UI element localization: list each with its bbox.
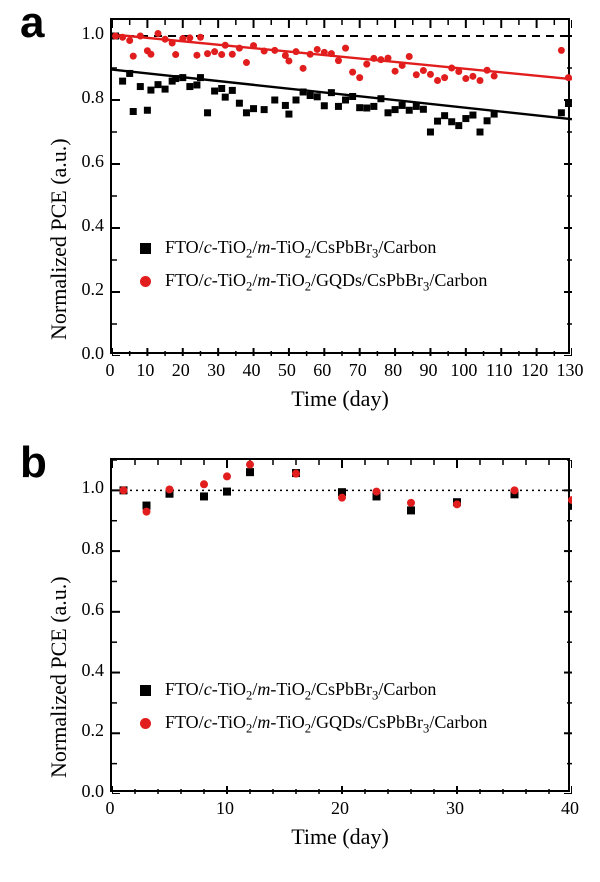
y-tick-label: 0.4 bbox=[64, 215, 104, 236]
x-tick-label: 30 bbox=[446, 798, 464, 819]
panel-a: a Normalized PCE (a.u.) 0.00.20.40.60.81… bbox=[20, 0, 580, 440]
x-tick-label: 40 bbox=[243, 360, 261, 381]
circle-marker-icon bbox=[140, 718, 151, 729]
panel-a-plotarea bbox=[110, 18, 570, 354]
y-tick-label: 1.0 bbox=[64, 23, 104, 44]
y-tick-label: 0.4 bbox=[64, 660, 104, 681]
x-tick-label: 0 bbox=[106, 360, 115, 381]
panel-b: b Normalized PCE (a.u.) 0.00.20.40.60.81… bbox=[20, 442, 580, 878]
y-tick-label: 0.0 bbox=[64, 343, 104, 364]
legend-label: FTO/c-TiO2/m-TiO2/CsPbBr3/Carbon bbox=[165, 676, 436, 705]
legend-row: FTO/c-TiO2/m-TiO2/GQDs/CsPbBr3/Carbon bbox=[140, 267, 487, 296]
y-tick-label: 0.2 bbox=[64, 279, 104, 300]
panel-b-plotarea bbox=[110, 458, 570, 792]
x-tick-label: 60 bbox=[313, 360, 331, 381]
x-tick-label: 10 bbox=[216, 798, 234, 819]
x-tick-label: 110 bbox=[486, 360, 512, 381]
y-tick-label: 0.6 bbox=[64, 151, 104, 172]
x-tick-label: 10 bbox=[136, 360, 154, 381]
x-tick-label: 20 bbox=[172, 360, 190, 381]
y-tick-label: 1.0 bbox=[64, 477, 104, 498]
panel-b-letter: b bbox=[20, 438, 47, 488]
square-marker-icon bbox=[140, 685, 151, 696]
y-tick-label: 0.2 bbox=[64, 720, 104, 741]
x-tick-label: 80 bbox=[384, 360, 402, 381]
x-tick-label: 30 bbox=[207, 360, 225, 381]
y-tick-label: 0.6 bbox=[64, 599, 104, 620]
y-tick-label: 0.8 bbox=[64, 538, 104, 559]
panel-b-svg bbox=[112, 460, 572, 794]
panel-a-legend: FTO/c-TiO2/m-TiO2/CsPbBr3/Carbon FTO/c-Ti… bbox=[140, 234, 487, 300]
x-tick-label: 70 bbox=[349, 360, 367, 381]
x-tick-label: 120 bbox=[521, 360, 548, 381]
y-tick-label: 0.8 bbox=[64, 87, 104, 108]
circle-marker-icon bbox=[140, 276, 151, 287]
legend-row: FTO/c-TiO2/m-TiO2/CsPbBr3/Carbon bbox=[140, 676, 487, 705]
legend-label: FTO/c-TiO2/m-TiO2/GQDs/CsPbBr3/Carbon bbox=[165, 267, 487, 296]
x-tick-label: 50 bbox=[278, 360, 296, 381]
panel-a-letter: a bbox=[20, 0, 44, 48]
legend-label: FTO/c-TiO2/m-TiO2/GQDs/CsPbBr3/Carbon bbox=[165, 709, 487, 738]
figure-page: a Normalized PCE (a.u.) 0.00.20.40.60.81… bbox=[0, 0, 600, 882]
panel-b-xlabel: Time (day) bbox=[110, 824, 570, 850]
x-tick-label: 0 bbox=[106, 798, 115, 819]
legend-row: FTO/c-TiO2/m-TiO2/CsPbBr3/Carbon bbox=[140, 234, 487, 263]
panel-a-xlabel: Time (day) bbox=[110, 386, 570, 412]
legend-label: FTO/c-TiO2/m-TiO2/CsPbBr3/Carbon bbox=[165, 234, 436, 263]
legend-row: FTO/c-TiO2/m-TiO2/GQDs/CsPbBr3/Carbon bbox=[140, 709, 487, 738]
x-tick-label: 100 bbox=[450, 360, 477, 381]
panel-a-svg bbox=[112, 20, 572, 356]
x-tick-label: 20 bbox=[331, 798, 349, 819]
x-tick-label: 40 bbox=[561, 798, 579, 819]
x-tick-label: 130 bbox=[557, 360, 584, 381]
y-tick-label: 0.0 bbox=[64, 781, 104, 802]
x-tick-label: 90 bbox=[419, 360, 437, 381]
square-marker-icon bbox=[140, 243, 151, 254]
panel-b-legend: FTO/c-TiO2/m-TiO2/CsPbBr3/Carbon FTO/c-Ti… bbox=[140, 676, 487, 742]
